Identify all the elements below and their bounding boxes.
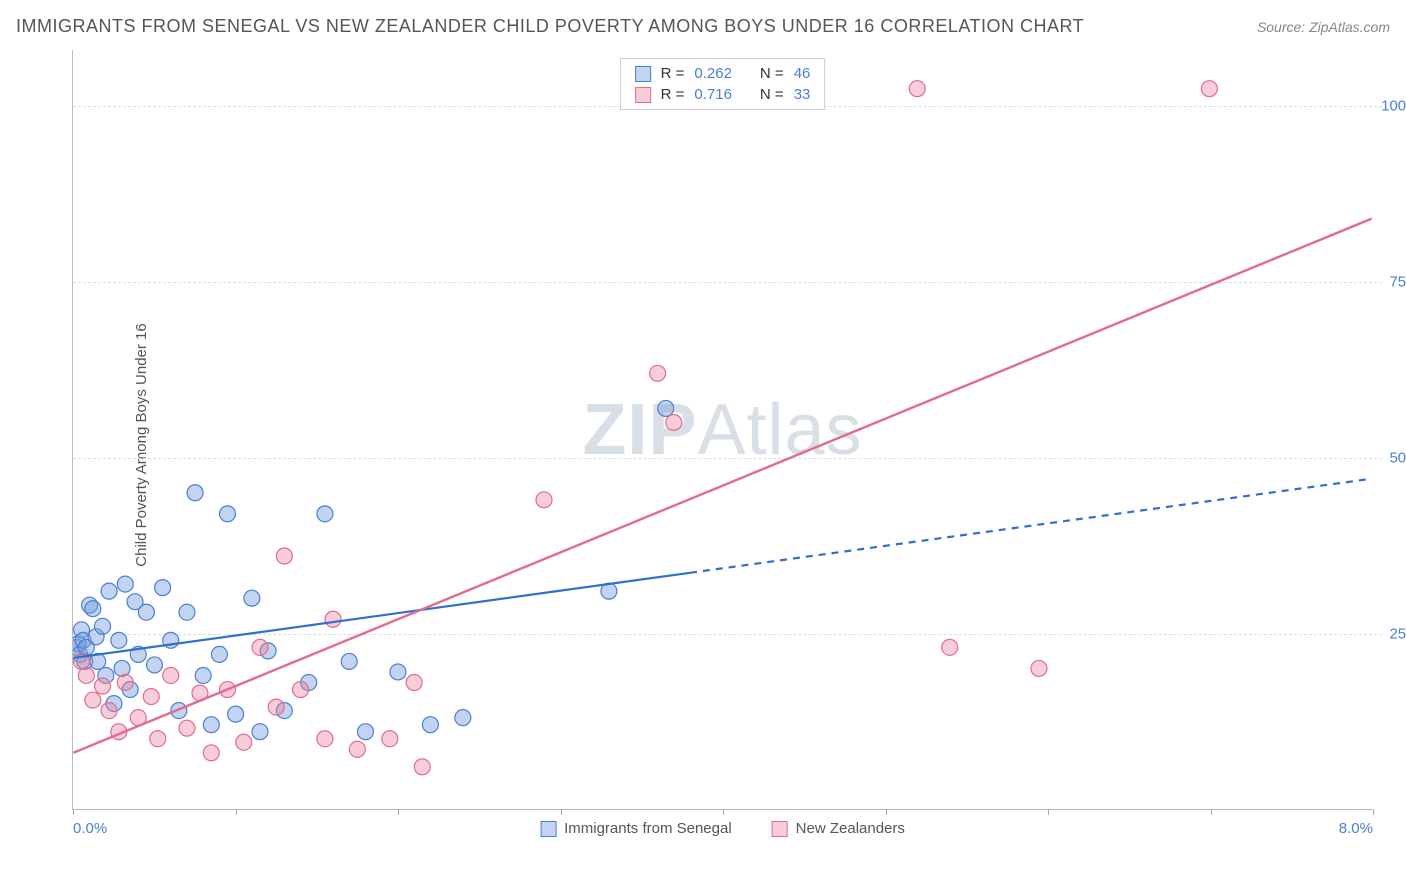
legend-row-senegal: R = 0.262 N = 46 — [635, 65, 811, 82]
scatter-point — [85, 692, 101, 708]
y-tick-label: 100.0% — [1377, 98, 1406, 115]
scatter-point — [150, 731, 166, 747]
scatter-point — [422, 717, 438, 733]
legend-series: Immigrants from Senegal New Zealanders — [540, 820, 905, 837]
scatter-point — [650, 365, 666, 381]
x-tick — [1373, 809, 1374, 815]
scatter-point — [187, 485, 203, 501]
scatter-point — [147, 657, 163, 673]
scatter-point — [406, 675, 422, 691]
scatter-point — [341, 653, 357, 669]
x-tick — [1048, 809, 1049, 815]
scatter-point — [85, 601, 101, 617]
legend-correlation: R = 0.262 N = 46 R = 0.716 N = 33 — [620, 58, 826, 110]
scatter-point — [252, 639, 268, 655]
x-tick — [561, 809, 562, 815]
y-tick-label: 25.0% — [1377, 626, 1406, 643]
scatter-point — [1201, 81, 1217, 97]
scatter-point — [179, 604, 195, 620]
scatter-point — [658, 400, 674, 416]
chart-container: Child Poverty Among Boys Under 16 ZIPAtl… — [50, 50, 1390, 840]
scatter-point — [276, 548, 292, 564]
y-tick-label: 50.0% — [1377, 450, 1406, 467]
scatter-point — [909, 81, 925, 97]
scatter-point — [101, 583, 117, 599]
scatter-point — [117, 675, 133, 691]
scatter-point — [252, 724, 268, 740]
scatter-point — [244, 590, 260, 606]
legend-label-nz: New Zealanders — [796, 820, 905, 837]
regression-line — [690, 479, 1372, 573]
regression-line — [73, 219, 1371, 753]
x-tick-label: 8.0% — [1339, 820, 1373, 837]
scatter-point — [317, 506, 333, 522]
legend-row-nz: R = 0.716 N = 33 — [635, 86, 811, 103]
scatter-point — [155, 580, 171, 596]
scatter-point — [163, 667, 179, 683]
scatter-point — [268, 699, 284, 715]
n-label: N = — [760, 65, 784, 82]
scatter-point — [117, 576, 133, 592]
scatter-point — [293, 682, 309, 698]
scatter-point — [179, 720, 195, 736]
scatter-point — [95, 678, 111, 694]
scatter-point — [195, 667, 211, 683]
scatter-point — [236, 734, 252, 750]
scatter-point — [203, 717, 219, 733]
x-tick — [236, 809, 237, 815]
scatter-point — [382, 731, 398, 747]
scatter-point — [143, 689, 159, 705]
scatter-point — [325, 611, 341, 627]
x-tick — [1211, 809, 1212, 815]
scatter-point — [390, 664, 406, 680]
swatch-nz-bottom — [772, 821, 788, 837]
scatter-point — [211, 646, 227, 662]
legend-label-senegal: Immigrants from Senegal — [564, 820, 732, 837]
scatter-point — [78, 667, 94, 683]
scatter-point — [228, 706, 244, 722]
scatter-point — [317, 731, 333, 747]
scatter-point — [357, 724, 373, 740]
x-tick — [723, 809, 724, 815]
n-label: N = — [760, 86, 784, 103]
y-tick-label: 75.0% — [1377, 274, 1406, 291]
swatch-nz — [635, 87, 651, 103]
plot-svg — [73, 50, 1372, 809]
scatter-point — [1031, 660, 1047, 676]
source-label: Source: ZipAtlas.com — [1257, 19, 1390, 35]
r-label: R = — [661, 65, 685, 82]
scatter-point — [666, 414, 682, 430]
scatter-point — [455, 710, 471, 726]
scatter-point — [536, 492, 552, 508]
scatter-point — [349, 741, 365, 757]
legend-item-senegal: Immigrants from Senegal — [540, 820, 732, 837]
scatter-point — [114, 660, 130, 676]
scatter-point — [414, 759, 430, 775]
r-value-senegal: 0.262 — [694, 65, 732, 82]
x-tick — [73, 809, 74, 815]
scatter-point — [101, 703, 117, 719]
legend-item-nz: New Zealanders — [772, 820, 905, 837]
n-value-senegal: 46 — [794, 65, 811, 82]
scatter-point — [138, 604, 154, 620]
chart-title: IMMIGRANTS FROM SENEGAL VS NEW ZEALANDER… — [16, 16, 1084, 37]
x-tick-label: 0.0% — [73, 820, 107, 837]
plot-area: ZIPAtlas R = 0.262 N = 46 R = 0.716 N = … — [72, 50, 1372, 810]
scatter-point — [203, 745, 219, 761]
r-label: R = — [661, 86, 685, 103]
swatch-senegal-bottom — [540, 821, 556, 837]
x-tick — [398, 809, 399, 815]
swatch-senegal — [635, 66, 651, 82]
scatter-point — [220, 506, 236, 522]
n-value-nz: 33 — [794, 86, 811, 103]
x-tick — [886, 809, 887, 815]
scatter-point — [111, 632, 127, 648]
scatter-point — [942, 639, 958, 655]
r-value-nz: 0.716 — [694, 86, 732, 103]
scatter-point — [95, 618, 111, 634]
